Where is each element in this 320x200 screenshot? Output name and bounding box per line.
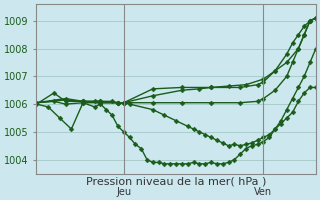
- Text: Jeu: Jeu: [116, 187, 131, 197]
- Text: Ven: Ven: [254, 187, 273, 197]
- X-axis label: Pression niveau de la mer( hPa ): Pression niveau de la mer( hPa ): [86, 176, 266, 186]
